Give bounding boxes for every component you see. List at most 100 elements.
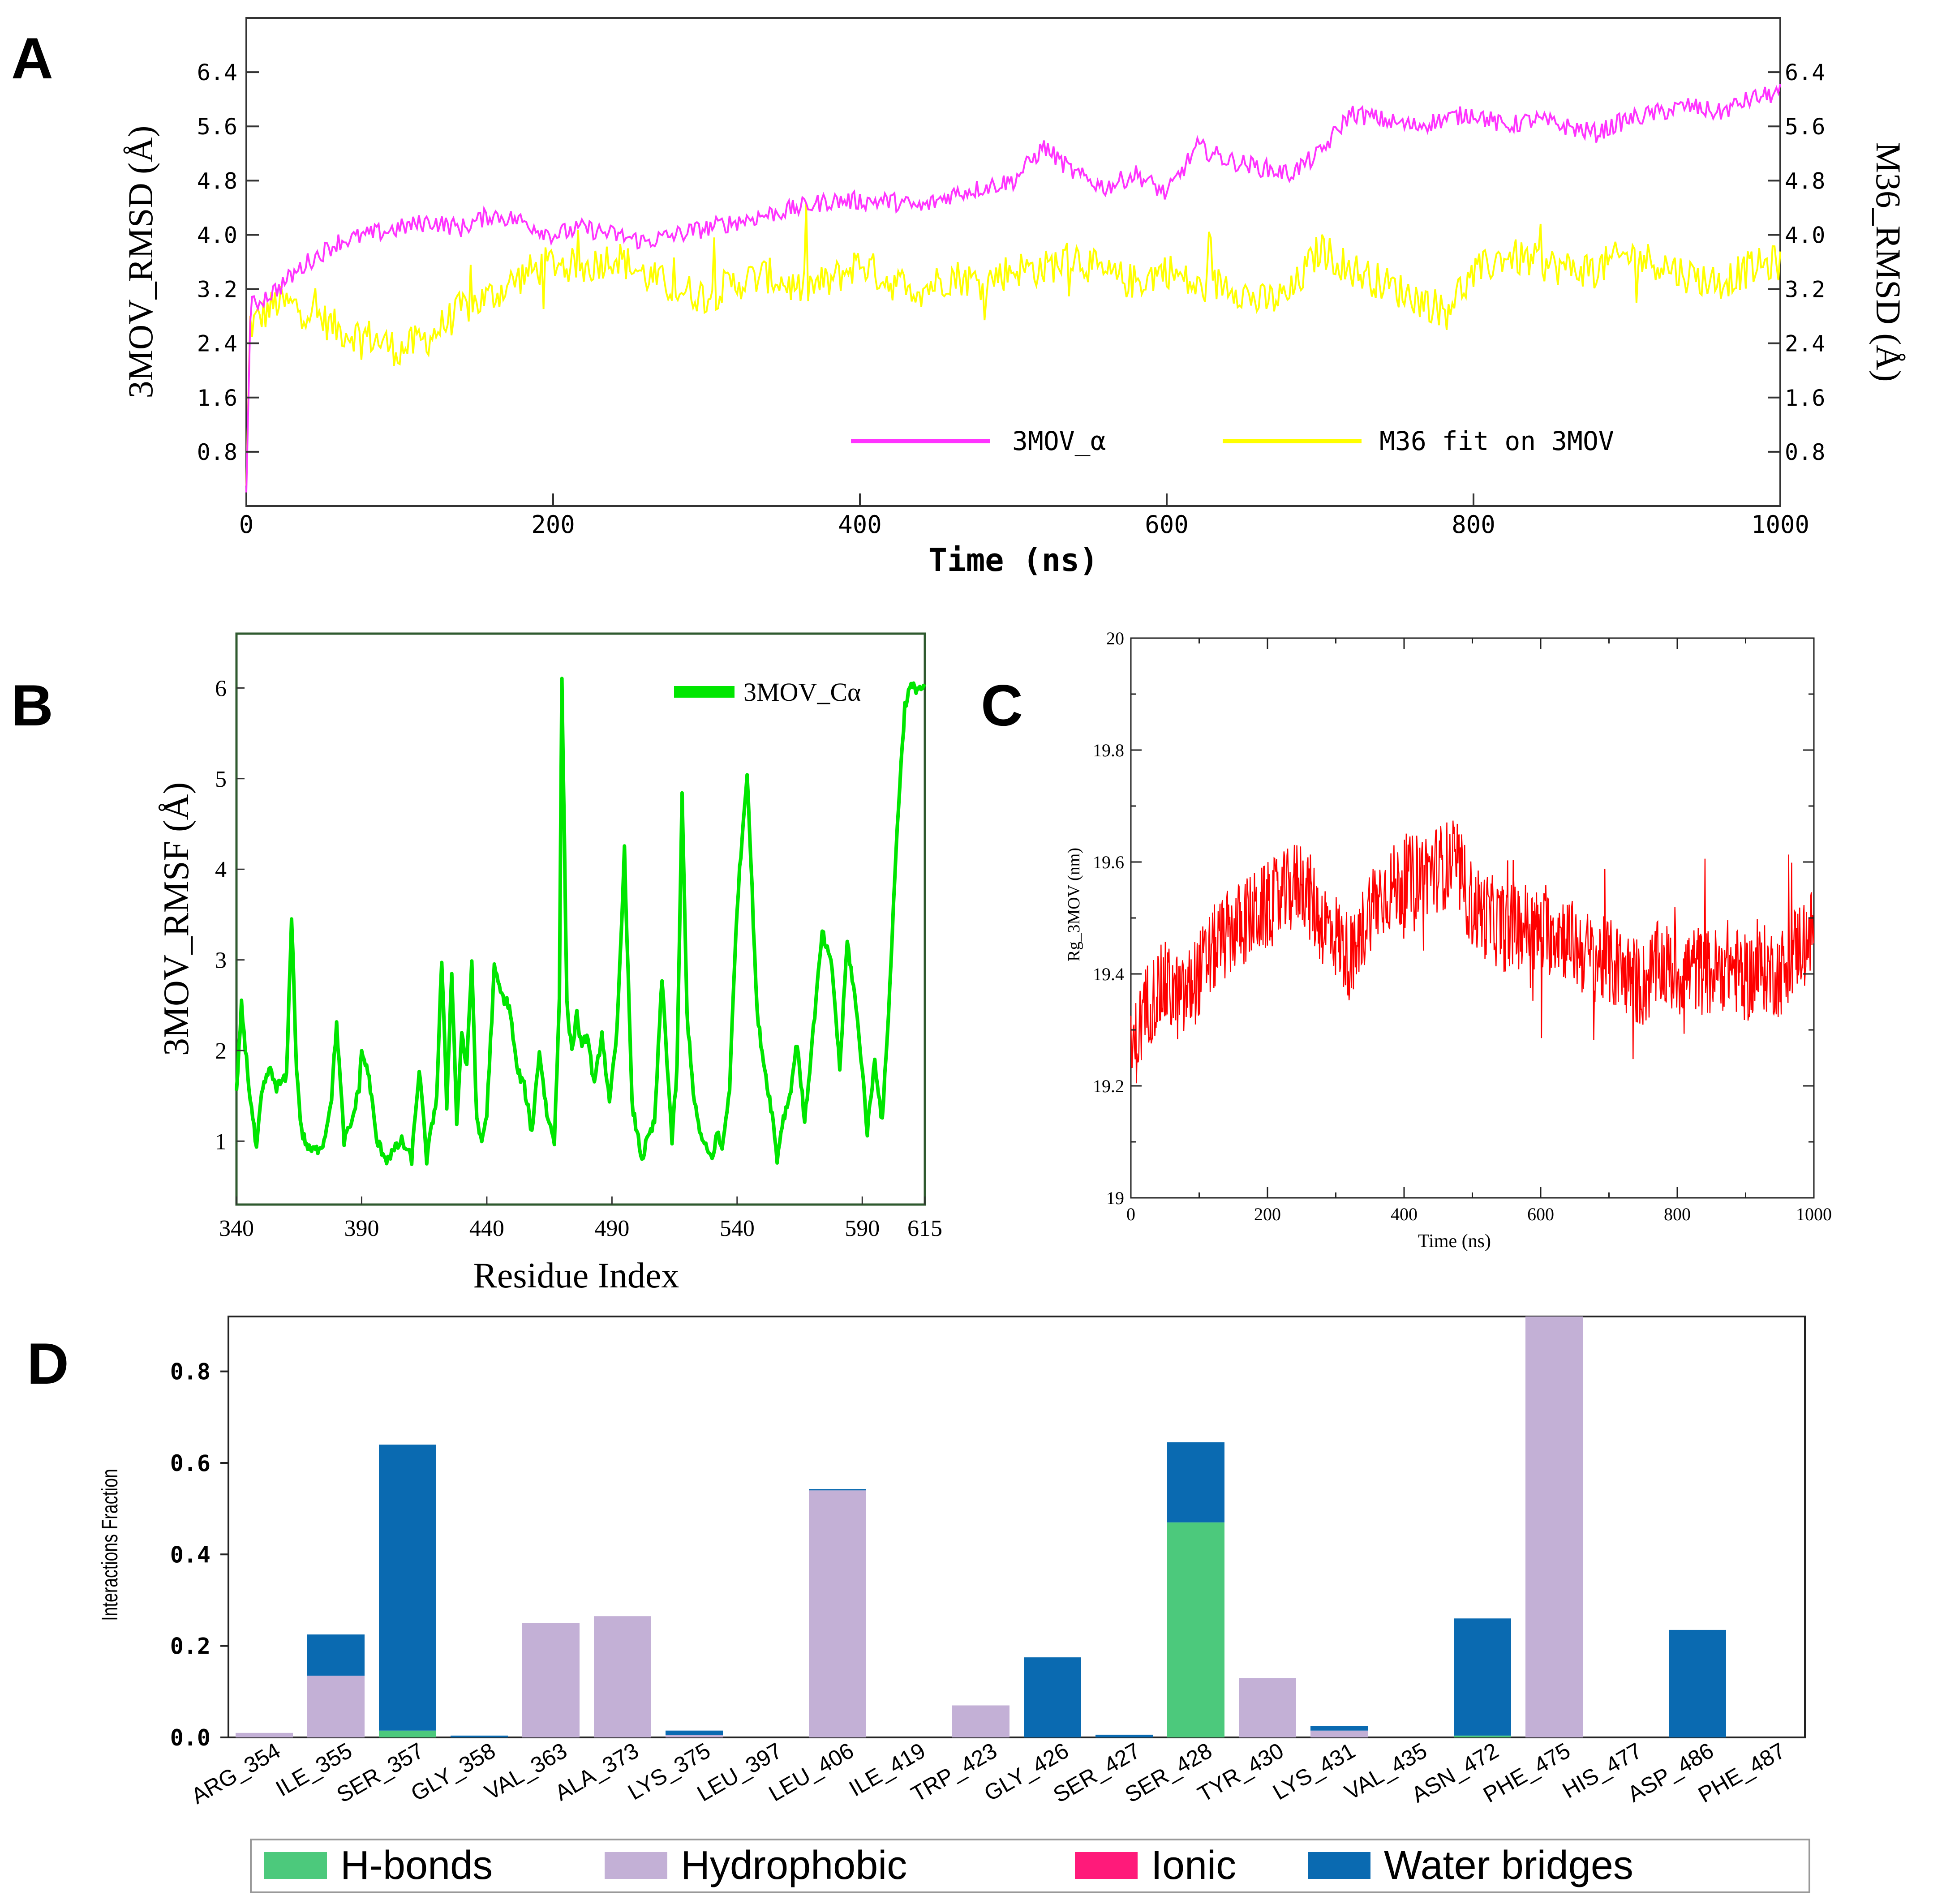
panel-c-ytick-label: 19.2 — [1093, 1076, 1124, 1096]
panel-d-bar-water-bridges-asp_486 — [1669, 1630, 1726, 1737]
panel-d-bar-hydrophobic-val_363 — [522, 1623, 580, 1737]
panel-c-ylabel: Rg_3MOV (nm) — [1065, 848, 1083, 961]
panel-d-bar-water-bridges-lys_431 — [1310, 1726, 1368, 1731]
panel-a-ylabel-left: 3MOV_RMSD (Å) — [121, 126, 160, 399]
panel-a-ytick-label-right: 3.2 — [1785, 277, 1825, 303]
panel-a-xtick-label: 200 — [531, 510, 575, 539]
panel-d-bar-water-bridges-ile_355 — [307, 1634, 365, 1676]
panel-d-bar-h-bonds-ser_357 — [379, 1730, 436, 1737]
panel-a-xtick-label: 0 — [239, 510, 254, 539]
panel-d-letter: D — [27, 1331, 69, 1396]
panel-a-ytick-label-right: 0.8 — [1785, 439, 1825, 465]
panel-d-bar-hydrophobic-arg_354 — [236, 1732, 293, 1737]
panel-d-ytick-label: 0.2 — [170, 1634, 210, 1660]
panel-a-xtick-label: 600 — [1145, 510, 1189, 539]
panel-b-plot-frame — [235, 632, 926, 1206]
panel-d-bar-water-bridges-gly_358 — [451, 1735, 508, 1737]
panel-d-legend-label-h-bonds: H-bonds — [340, 1843, 493, 1888]
panel-d-legend-label-ionic: Ionic — [1151, 1843, 1236, 1888]
panel-c-ytick-label: 19.8 — [1093, 740, 1124, 760]
panel-a-xtick-label: 1000 — [1751, 510, 1809, 539]
panel-a-ytick-label-left: 3.2 — [197, 277, 237, 303]
panel-c-ytick-label: 19.4 — [1093, 964, 1124, 984]
panel-d-bar-hydrophobic-leu_406 — [809, 1490, 866, 1737]
panel-a-ytick-label-right: 6.4 — [1785, 60, 1825, 86]
panel-d-bar-water-bridges-lys_375 — [666, 1730, 723, 1735]
panel-c-xtick-label: 400 — [1391, 1204, 1418, 1224]
panel-b-ytick-label: 3 — [215, 948, 227, 973]
panel-c-ytick-label: 19.6 — [1093, 852, 1124, 872]
panel-a-letter: A — [11, 26, 53, 91]
panel-c-xlabel: Time (ns) — [1418, 1231, 1491, 1252]
panel-b-ytick-label: 2 — [215, 1038, 227, 1064]
panel-a-legend-label-3mov-alpha: 3MOV_α — [1012, 426, 1106, 456]
panel-d-interactions-chart: ARG_354ILE_355SER_357GLY_358VAL_363ALA_3… — [98, 1316, 1810, 1893]
panel-a-ytick-label-left: 1.6 — [197, 385, 237, 411]
panel-d-bar-water-bridges-ser_428 — [1167, 1442, 1224, 1522]
panel-d-bar-hydrophobic-phe_475 — [1525, 1317, 1583, 1737]
panel-b-xtick-label: 440 — [469, 1216, 504, 1241]
panel-b-xlabel: Residue Index — [473, 1256, 679, 1295]
panel-c-letter: C — [981, 673, 1023, 738]
panel-c-plot-frame — [1130, 637, 1815, 1199]
panel-a-ytick-label-right: 4.8 — [1785, 168, 1825, 194]
panel-d-legend-label-water-bridges: Water bridges — [1384, 1843, 1633, 1888]
panel-a-ytick-label-left: 2.4 — [197, 331, 237, 357]
panel-a-series-3mov-alpha — [245, 84, 1781, 493]
panel-c-xtick-label: 200 — [1254, 1204, 1281, 1224]
panel-a-ytick-label-left: 6.4 — [197, 60, 237, 86]
panel-b-series-3mov-ca — [235, 677, 927, 1166]
panel-d-ytick-label: 0.0 — [170, 1725, 210, 1751]
panel-d-bar-hydrophobic-ile_355 — [307, 1676, 365, 1737]
panel-d-xtick-label: LYS_431 — [1269, 1738, 1360, 1805]
panel-a-ytick-label-right: 5.6 — [1785, 114, 1825, 140]
panel-d-legend-swatch-water-bridges — [1308, 1852, 1370, 1879]
panel-a-xtick-label: 400 — [838, 510, 882, 539]
panel-a-rmsd-chart: 0.8 0.8 1.6 1.6 2.4 2.4 3.2 3.2 4.0 4.0 4.8 4.8 5.6 5… — [121, 17, 1908, 579]
panel-d-legend-box — [250, 1839, 1810, 1893]
panel-d-bar-h-bonds-ser_428 — [1167, 1522, 1224, 1737]
panel-b-xtick-label: 615 — [907, 1216, 942, 1241]
panel-d-bar-hydrophobic-trp_423 — [952, 1705, 1010, 1737]
panel-a-ytick-label-right: 1.6 — [1785, 385, 1825, 411]
panel-d-bar-water-bridges-ser_357 — [379, 1445, 436, 1731]
panel-d-bar-hydrophobic-lys_375 — [666, 1735, 723, 1737]
panel-a-ylabel-right: M36_RMSD (Å) — [1869, 142, 1908, 382]
panel-c-xtick-label: 1000 — [1796, 1204, 1832, 1224]
panel-a-ytick-label-left: 4.8 — [197, 168, 237, 194]
panel-d-bar-water-bridges-asn_472 — [1454, 1618, 1511, 1736]
panel-d-bar-hydrophobic-lys_431 — [1310, 1730, 1368, 1737]
panel-a-ytick-label-right: 4.0 — [1785, 222, 1825, 248]
panel-b-legend-label: 3MOV_Cα — [743, 678, 861, 707]
panel-c-xtick-label: 0 — [1126, 1204, 1135, 1224]
panel-b-xtick-label: 340 — [219, 1216, 254, 1241]
panel-c-ytick-label: 20 — [1106, 628, 1124, 648]
panel-b-xtick-label: 590 — [845, 1216, 880, 1241]
panel-c-xtick-label: 800 — [1664, 1204, 1691, 1224]
panel-a-ytick-label-left: 5.6 — [197, 114, 237, 140]
panel-d-legend-swatch-hydrophobic — [605, 1852, 667, 1879]
panel-b-rmsf-chart: 1 2 3 4 5 6 340 390 440 490 540 590 615 Residue Index… — [157, 632, 942, 1295]
panel-b-xtick-label: 390 — [344, 1216, 379, 1241]
panel-a-ytick-label-left: 4.0 — [197, 222, 237, 248]
panel-d-bar-hydrophobic-ala_373 — [594, 1616, 651, 1737]
panel-c-ytick-label: 19 — [1106, 1188, 1124, 1208]
panel-d-bar-water-bridges-leu_406 — [809, 1489, 866, 1491]
panel-d-bar-hydrophobic-tyr_430 — [1239, 1678, 1296, 1737]
panel-b-ytick-label: 4 — [215, 857, 227, 883]
panel-c-xtick-label: 600 — [1527, 1204, 1554, 1224]
panel-b-xtick-label: 540 — [720, 1216, 755, 1241]
panel-c-series-rg — [1130, 820, 1815, 1084]
panel-a-xtick-label: 800 — [1452, 510, 1495, 539]
panel-d-legend-label-hydrophobic: Hydrophobic — [681, 1843, 907, 1888]
panel-a-series-m36-fit — [245, 203, 1781, 486]
panel-a-legend-label-m36: M36 fit on 3MOV — [1379, 426, 1614, 456]
panel-d-ytick-label: 0.6 — [170, 1450, 210, 1476]
panel-d-ylabel: Interactions Fraction — [98, 1469, 122, 1621]
panel-d-bar-water-bridges-gly_426 — [1024, 1657, 1081, 1737]
panel-d-bar-h-bonds-asn_472 — [1454, 1735, 1511, 1737]
panel-d-ytick-label: 0.4 — [170, 1542, 210, 1568]
panel-b-ytick-label: 5 — [215, 767, 227, 792]
